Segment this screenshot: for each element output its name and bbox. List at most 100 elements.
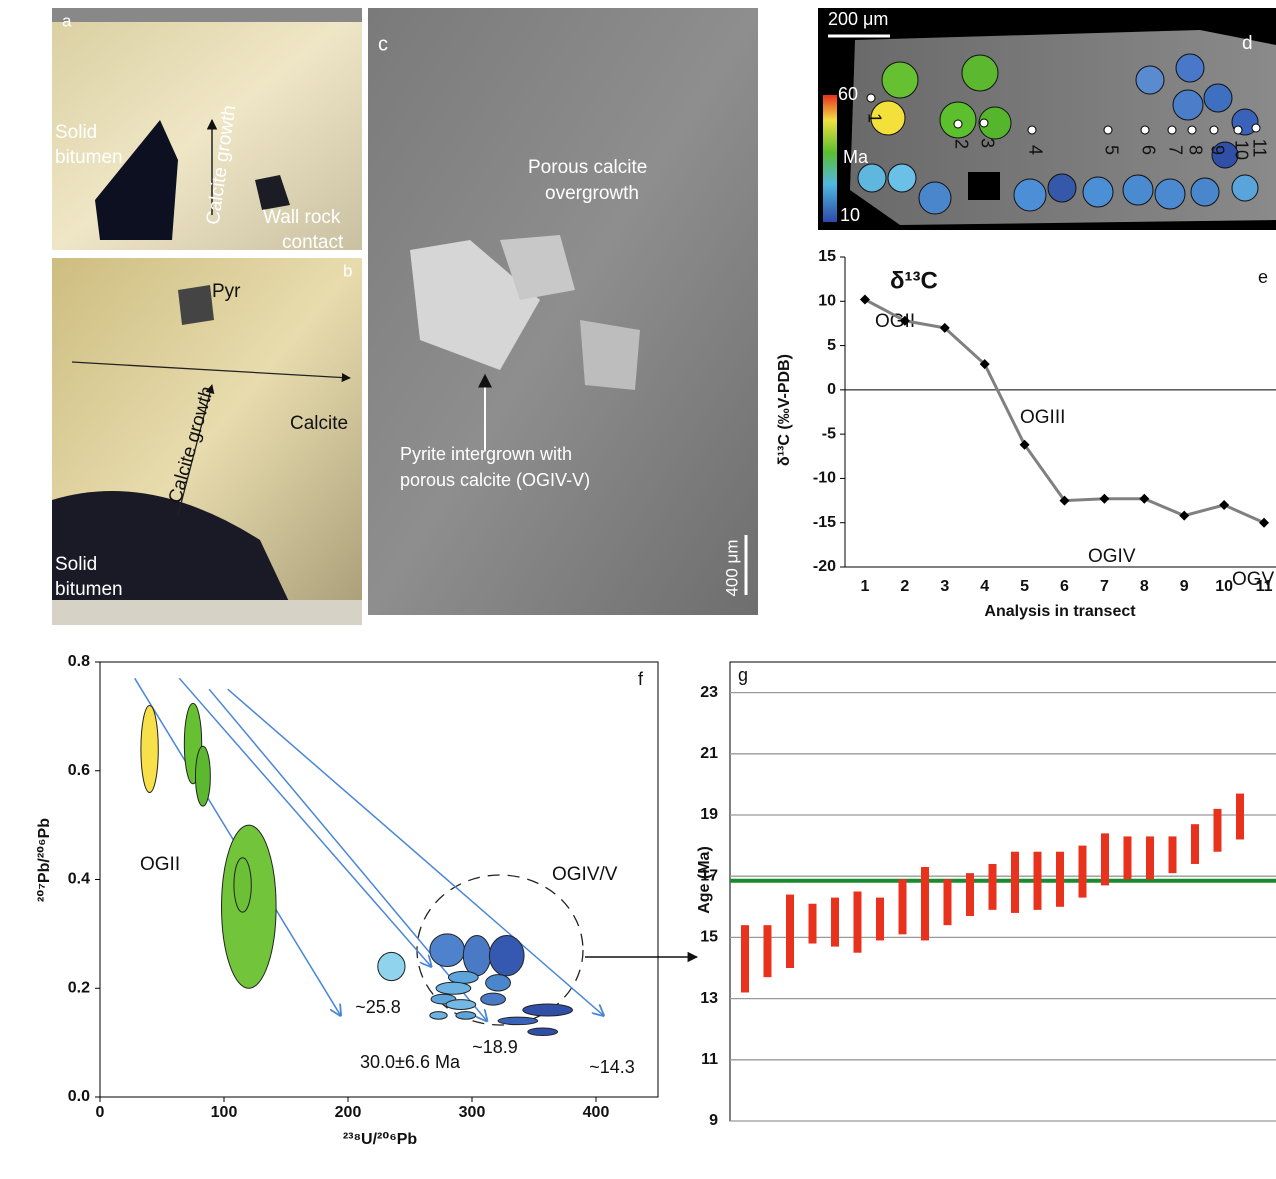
range-bar — [966, 873, 974, 916]
spot — [962, 55, 998, 91]
range-bar — [809, 904, 817, 944]
spot-dot — [1104, 126, 1112, 134]
ellipse — [456, 1012, 476, 1020]
label: 0.0 — [68, 1088, 90, 1105]
label: -15 — [813, 514, 836, 531]
model-line — [179, 678, 431, 966]
label: 5 — [1101, 145, 1121, 155]
spot-dot — [954, 120, 962, 128]
ellipse — [430, 934, 465, 967]
spot — [1136, 66, 1164, 94]
model-line — [228, 689, 604, 1015]
spot — [1176, 54, 1204, 82]
spot-dot — [1234, 126, 1242, 134]
ellipse — [446, 1000, 476, 1010]
ellipse — [430, 1012, 447, 1020]
label: 6 — [1138, 145, 1158, 155]
ellipse — [448, 971, 478, 983]
label: 1 — [864, 113, 884, 123]
label: δ¹³C — [890, 267, 938, 294]
range-bar — [1124, 836, 1132, 879]
label: 4 — [1025, 145, 1045, 155]
label: 2 — [900, 578, 909, 595]
label: e — [1258, 267, 1268, 287]
label: Porous calcite — [528, 157, 647, 178]
label: 0.2 — [68, 979, 90, 996]
label: 30.0±6.6 Ma — [360, 1052, 461, 1072]
label: 9 — [1207, 145, 1227, 155]
range-bar — [786, 895, 794, 968]
spot — [888, 164, 916, 192]
label: 7 — [1165, 145, 1185, 155]
label: 5 — [827, 337, 836, 354]
label: 4 — [980, 578, 989, 595]
figure: aSolidbitumenCalcite growthWall rockcont… — [0, 0, 1276, 1179]
label: Ma — [843, 147, 869, 167]
ellipse — [378, 952, 405, 980]
spot-dot — [1252, 124, 1260, 132]
range-bar — [989, 864, 997, 910]
label: Age (Ma) — [696, 846, 713, 914]
label: Wall rock — [263, 207, 341, 228]
plot-frame — [730, 662, 1276, 1121]
range-bar — [1169, 836, 1177, 873]
photo-b — [52, 258, 362, 625]
label: Solid — [55, 554, 97, 575]
ellipse — [523, 1004, 573, 1016]
label: 0.4 — [68, 871, 90, 888]
label: 10 — [1231, 140, 1251, 160]
ellipse — [498, 1017, 538, 1025]
page: aSolidbitumenCalcite growthWall rockcont… — [0, 0, 1276, 1179]
label: a — [62, 11, 72, 30]
label: 400 — [583, 1104, 610, 1121]
label: contact — [282, 232, 344, 253]
spot — [1191, 178, 1219, 206]
spot-dot — [1188, 126, 1196, 134]
ellipse — [528, 1028, 558, 1036]
spot — [919, 182, 951, 214]
label: Pyr — [212, 281, 241, 302]
label: -5 — [822, 425, 836, 442]
spot — [882, 62, 918, 98]
label: -10 — [813, 470, 836, 487]
label: 10 — [818, 293, 836, 310]
label: 11 — [701, 1051, 718, 1068]
label: ~25.8 — [355, 997, 401, 1017]
marker — [1219, 500, 1229, 510]
label: 3 — [940, 578, 949, 595]
label: 3 — [977, 138, 997, 148]
label: ²³⁸U/²⁰⁶Pb — [343, 1131, 418, 1148]
label: ²⁰⁷Pb/²⁰⁶Pb — [36, 818, 53, 902]
spot — [1155, 179, 1185, 209]
label: ~18.9 — [472, 1037, 518, 1057]
range-bar — [921, 867, 929, 940]
label: 300 — [459, 1104, 486, 1121]
range-bar — [1034, 852, 1042, 910]
range-bar — [831, 898, 839, 947]
label: 0 — [96, 1104, 105, 1121]
label: c — [378, 33, 388, 55]
label: Calcite — [290, 413, 348, 434]
label: ~14.3 — [589, 1057, 635, 1077]
spot-dot — [1141, 126, 1149, 134]
label: 1 — [861, 578, 870, 595]
label: 23 — [700, 684, 718, 701]
label: 15 — [700, 929, 718, 946]
range-bar — [899, 879, 907, 934]
label: 8 — [1185, 145, 1205, 155]
ellipse — [463, 936, 490, 976]
range-bar — [1079, 846, 1087, 898]
range-bar — [1101, 833, 1109, 885]
spot-dot — [1210, 126, 1218, 134]
label: 8 — [1140, 578, 1149, 595]
spot — [1014, 179, 1046, 211]
label: 60 — [838, 84, 858, 104]
range-bar — [1146, 836, 1154, 879]
label: Solid — [55, 122, 97, 143]
label: 0.6 — [68, 762, 90, 779]
spot-dot — [1028, 126, 1036, 134]
ellipse — [234, 858, 251, 912]
label: OGV — [1232, 569, 1275, 590]
spot-dot — [1168, 126, 1176, 134]
photo-c — [368, 8, 758, 615]
